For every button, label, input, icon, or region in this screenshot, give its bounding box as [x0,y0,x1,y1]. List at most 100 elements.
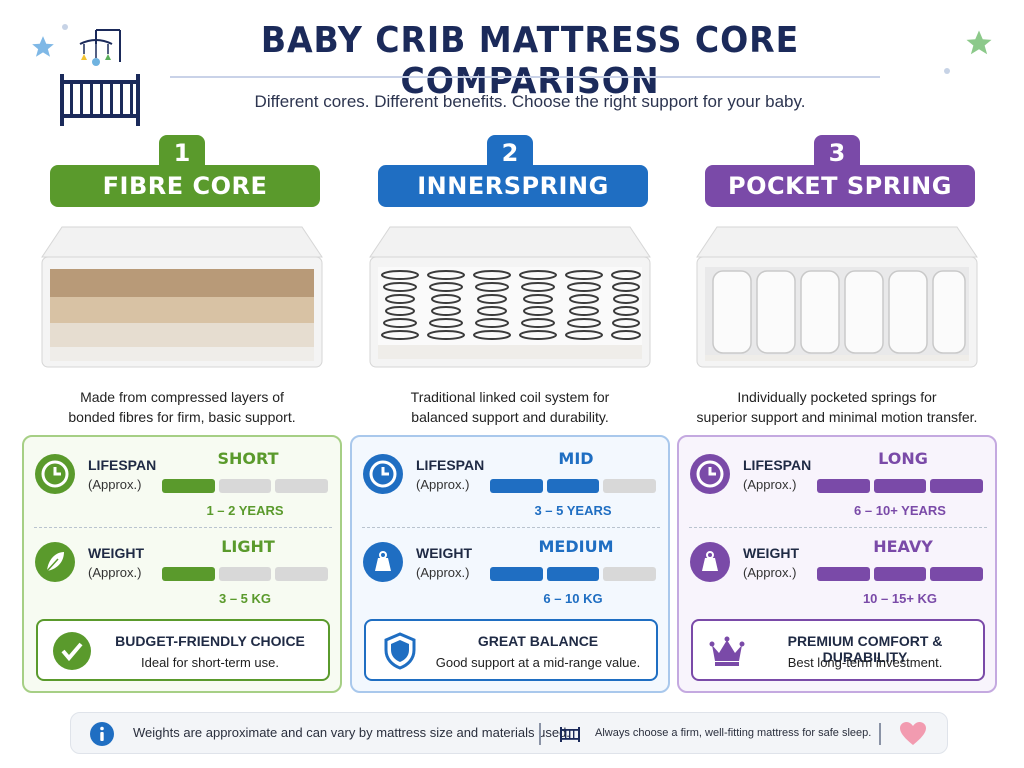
weight-icon [363,542,403,582]
core-title-banner: POCKET SPRING CORE [705,165,975,242]
description-line: balanced support and durability. [411,409,609,425]
page-title: BABY CRIB MATTRESS CORE COMPARISON [260,20,800,102]
level-bar-segment [275,479,329,493]
stat-range: 10 – 15+ KG [862,591,938,606]
stat-level: MEDIUM [538,537,614,556]
crib-mobile-icon [60,29,140,126]
clock-icon [690,454,730,494]
crown-icon [709,636,745,666]
feather-icon [35,542,75,582]
stat-level: SHORT [217,449,279,468]
level-bar-segment [603,567,657,581]
level-bar [162,567,329,581]
lifespan-stat: LIFESPAN (Approx.) MID 3 – 5 YEARS [362,449,662,529]
level-bar [162,479,329,493]
star-icon [32,36,54,57]
level-bar-segment [162,479,215,493]
footer-note: Always choose a firm, well-fitting mattr… [595,727,872,739]
level-bar-segment [490,479,543,493]
description-line: Traditional linked coil system for [410,389,610,405]
decor-dot [944,68,950,74]
fibre-mattress-illustration [41,226,323,368]
description-line: Made from compressed layers of [80,389,284,405]
level-bar-segment [546,567,600,581]
header: BABY CRIB MATTRESS CORE COMPARISON Diffe… [0,0,1024,130]
level-bar-segment [162,567,215,581]
level-bar-segment [490,567,543,581]
stats-panel: LIFESPAN (Approx.) SHORT 1 – 2 YEARS WEI… [22,435,342,693]
stat-level: LONG [878,449,928,468]
footer-note-bar: Weights are approximate and can vary by … [70,712,948,754]
level-bar [490,479,657,493]
recommendation-text: Good support at a mid-range value. [435,655,641,670]
core-description: Individually pocketed springs for superi… [677,387,997,427]
stat-level: LIGHT [221,537,275,556]
dashed-divider [689,527,987,528]
innerspring-mattress-illustration [369,226,651,368]
level-bar [490,567,657,581]
stat-sublabel: (Approx.) [88,477,142,492]
stat-sublabel: (Approx.) [743,477,797,492]
stats-panel: LIFESPAN (Approx.) MID 3 – 5 YEARS WEIGH… [350,435,670,693]
footer-note: Weights are approximate and can vary by … [133,725,570,740]
decor-dot [62,24,68,30]
weight-stat: WEIGHT (Approx.) LIGHT 3 – 5 KG [34,537,334,617]
level-bar-segment [873,567,927,581]
clock-icon [363,454,403,494]
lifespan-stat: LIFESPAN (Approx.) LONG 6 – 10+ YEARS [689,449,989,529]
weight-icon [690,542,730,582]
level-bar-segment [218,479,272,493]
weight-stat: WEIGHT (Approx.) HEAVY 10 – 15+ KG [689,537,989,617]
crib-icon [560,727,580,742]
recommendation-box: GREAT BALANCE Good support at a mid-rang… [364,619,658,681]
core-title-banner: FIBRE CORE [50,165,320,207]
stat-sublabel: (Approx.) [416,565,470,580]
core-description: Made from compressed layers of bonded fi… [22,387,342,427]
weight-stat: WEIGHT (Approx.) MEDIUM 6 – 10 KG [362,537,662,617]
core-title-banner: INNERSPRING CORE [378,165,648,242]
shield-check-icon [384,632,416,670]
recommendation-box: BUDGET-FRIENDLY CHOICE Ideal for short-t… [36,619,330,681]
footer-separator [539,723,541,745]
stat-label: WEIGHT [743,545,799,561]
stat-range: 6 – 10+ YEARS [854,503,946,518]
level-bar-segment [275,567,329,581]
description-line: Individually pocketed springs for [737,389,937,405]
pocket-spring-core-column: 3 POCKET SPRING CORE Individually pocket… [677,135,997,695]
level-bar-segment [603,479,657,493]
stat-level: HEAVY [873,537,933,556]
stat-range: 6 – 10 KG [543,591,603,606]
check-circle-icon [53,632,91,670]
star-icon [966,30,992,55]
recommendation-title: BUDGET-FRIENDLY CHOICE [115,633,305,649]
recommendation-title: PREMIUM COMFORT & DURABILITY [787,633,943,665]
level-bar-segment [817,479,870,493]
recommendation-box: PREMIUM COMFORT & DURABILITY Best long-t… [691,619,985,681]
stat-label: LIFESPAN [743,457,812,473]
stat-label: WEIGHT [88,545,144,561]
lifespan-stat: LIFESPAN (Approx.) SHORT 1 – 2 YEARS [34,449,334,529]
stat-sublabel: (Approx.) [88,565,142,580]
recommendation-title: GREAT BALANCE [477,633,599,649]
fibre-core-column: 1 FIBRE CORE Made from compressed layers… [22,135,342,695]
pocket-spring-mattress-illustration [696,226,978,368]
stat-range: 3 – 5 KG [218,591,272,606]
clock-icon [35,454,75,494]
footer-separator [879,723,881,745]
level-bar-segment [817,567,870,581]
stats-panel: LIFESPAN (Approx.) LONG 6 – 10+ YEARS WE… [677,435,997,693]
dashed-divider [34,527,332,528]
innerspring-core-column: 2 INNERSPRING CORE Traditional linked co… [350,135,670,695]
level-bar [817,479,984,493]
stat-range: 3 – 5 YEARS [534,503,612,518]
page-subtitle: Different cores. Different benefits. Cho… [254,92,806,111]
level-bar [817,567,984,581]
info-icon [90,722,114,746]
level-bar-segment [930,479,984,493]
stat-label: LIFESPAN [416,457,485,473]
description-line: bonded fibres for firm, basic support. [68,409,296,425]
level-bar-segment [873,479,927,493]
core-description: Traditional linked coil system for balan… [350,387,670,427]
level-bar-segment [930,567,984,581]
level-bar-segment [218,567,272,581]
